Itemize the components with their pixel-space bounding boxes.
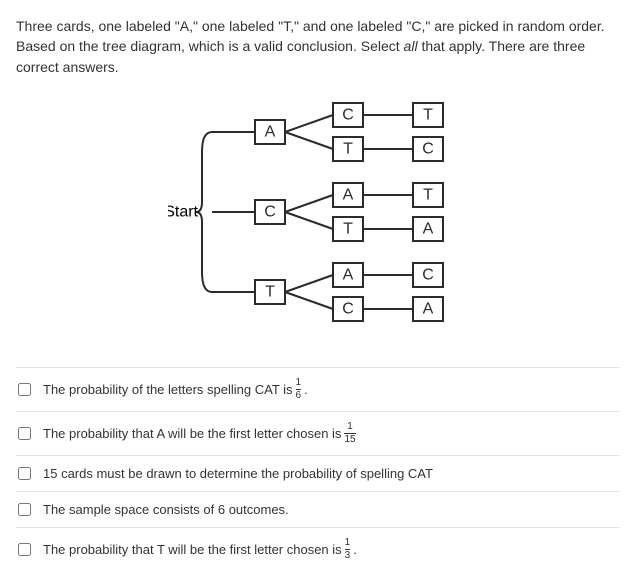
answer-text: The probability that T will be the first… bbox=[43, 538, 357, 561]
svg-text:C: C bbox=[264, 203, 276, 220]
svg-text:C: C bbox=[342, 300, 354, 317]
answer-text: The probability of the letters spelling … bbox=[43, 378, 308, 401]
tree-diagram: StartACTCTTCATTAACCA bbox=[168, 97, 468, 337]
svg-text:Start: Start bbox=[168, 203, 199, 220]
answer-checkbox[interactable] bbox=[18, 383, 31, 396]
answer-checkbox[interactable] bbox=[18, 427, 31, 440]
fraction: 115 bbox=[344, 422, 355, 445]
answer-row: The probability of the letters spelling … bbox=[16, 368, 620, 412]
svg-text:T: T bbox=[423, 106, 433, 123]
svg-text:A: A bbox=[343, 186, 354, 203]
answer-row: The sample space consists of 6 outcomes. bbox=[16, 492, 620, 528]
tree-diagram-container: StartACTCTTCATTAACCA bbox=[16, 97, 620, 337]
svg-text:C: C bbox=[422, 140, 434, 157]
svg-text:T: T bbox=[343, 220, 353, 237]
answer-row: 15 cards must be drawn to determine the … bbox=[16, 456, 620, 492]
answer-text: 15 cards must be drawn to determine the … bbox=[43, 466, 433, 481]
answer-row: The probability that A will be the first… bbox=[16, 412, 620, 456]
svg-text:T: T bbox=[423, 186, 433, 203]
answer-checkbox[interactable] bbox=[18, 467, 31, 480]
question-text: Three cards, one labeled "A," one labele… bbox=[16, 16, 620, 77]
answer-row: The probability that T will be the first… bbox=[16, 528, 620, 571]
answer-checkbox[interactable] bbox=[18, 543, 31, 556]
answer-list: The probability of the letters spelling … bbox=[16, 367, 620, 571]
svg-text:A: A bbox=[343, 266, 354, 283]
fraction: 16 bbox=[296, 378, 302, 401]
svg-text:A: A bbox=[265, 123, 276, 140]
svg-text:T: T bbox=[343, 140, 353, 157]
svg-text:T: T bbox=[265, 283, 275, 300]
svg-text:A: A bbox=[423, 220, 434, 237]
svg-text:C: C bbox=[342, 106, 354, 123]
answer-text: The sample space consists of 6 outcomes. bbox=[43, 502, 289, 517]
fraction: 13 bbox=[345, 538, 351, 561]
svg-text:C: C bbox=[422, 266, 434, 283]
answer-text: The probability that A will be the first… bbox=[43, 422, 357, 445]
question-em: all bbox=[404, 38, 418, 54]
answer-checkbox[interactable] bbox=[18, 503, 31, 516]
svg-text:A: A bbox=[423, 300, 434, 317]
